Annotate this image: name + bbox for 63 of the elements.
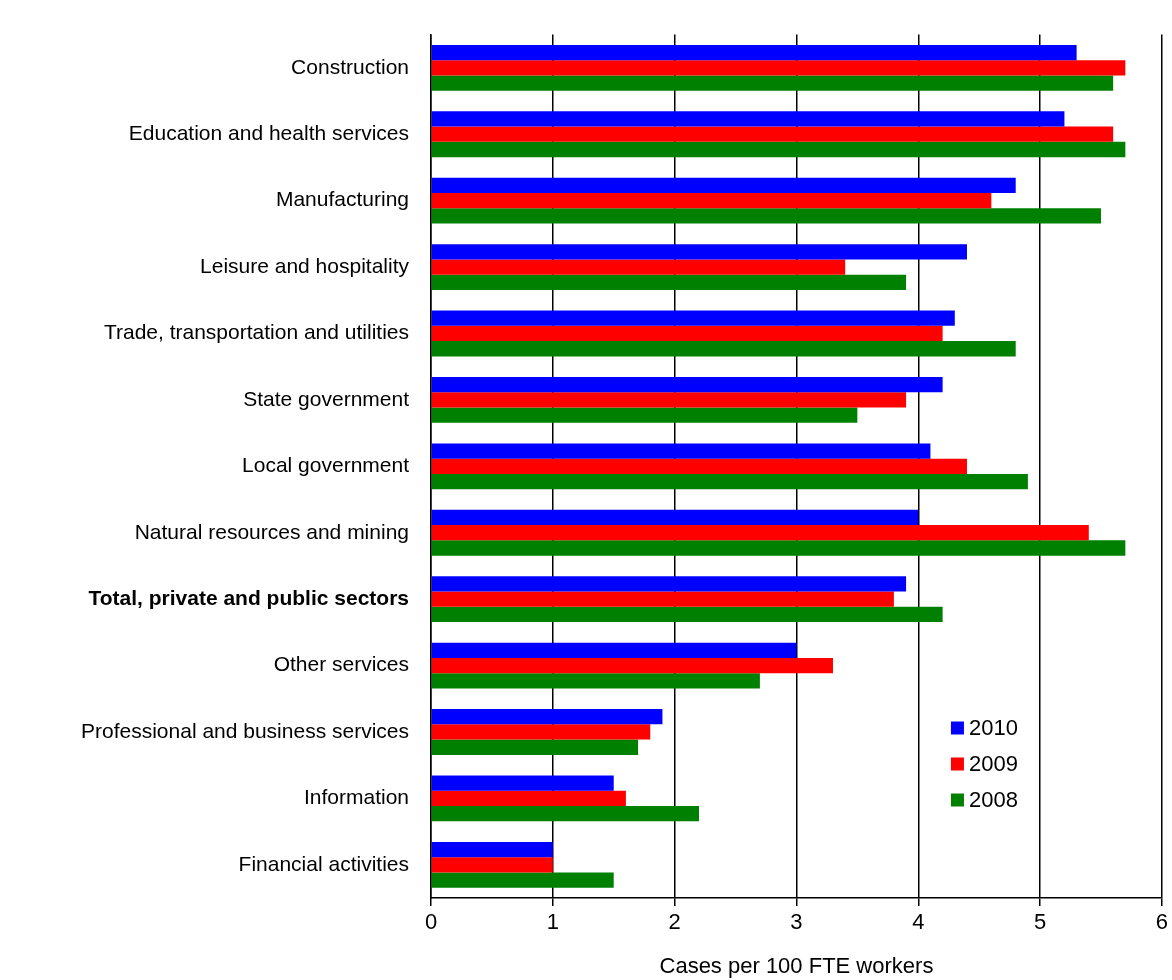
y-tick-label: Leisure and hospitality — [200, 253, 410, 277]
bar — [431, 141, 1126, 158]
y-tick-label: Financial activities — [238, 851, 409, 875]
y-tick-label: Manufacturing — [275, 187, 409, 211]
bar — [431, 259, 846, 275]
x-tick-label: 3 — [790, 909, 803, 935]
bar — [431, 591, 894, 607]
bar — [431, 310, 955, 326]
bar — [431, 126, 1114, 142]
bar — [431, 244, 967, 260]
bar — [431, 709, 663, 725]
x-tick-label: 2 — [668, 909, 681, 935]
y-tick-label: Other services — [273, 652, 409, 676]
bar — [431, 739, 639, 755]
y-tick-label: Natural resources and mining — [134, 519, 409, 543]
bar — [431, 75, 1114, 91]
bar — [431, 458, 967, 474]
bar — [431, 473, 1028, 490]
x-tick-label: 0 — [424, 909, 438, 935]
legend-label: 2008 — [968, 787, 1018, 813]
bar — [431, 341, 1016, 357]
bar — [431, 509, 919, 526]
x-tick-label: 6 — [1155, 909, 1169, 935]
bar — [431, 177, 1016, 193]
x-tick-label: 5 — [1033, 909, 1047, 935]
y-tick-label: Construction — [291, 54, 409, 78]
bar — [431, 790, 626, 807]
bar — [431, 775, 614, 791]
bar — [431, 806, 699, 822]
bar — [431, 540, 1126, 556]
legend-label: 2009 — [968, 751, 1018, 777]
x-tick-label: 1 — [546, 909, 559, 935]
bar — [431, 576, 907, 592]
bar — [431, 724, 651, 740]
y-tick-label: Local government — [242, 453, 410, 477]
y-tick-label: Professional and business services — [80, 718, 409, 742]
x-axis-title: Cases per 100 FTE workers — [659, 952, 934, 978]
bar — [431, 606, 943, 623]
bar — [431, 657, 833, 674]
y-tick-label: Total, private and public sectors — [88, 585, 409, 609]
bar — [431, 525, 1089, 541]
y-tick-label: State government — [243, 386, 410, 410]
bar — [431, 274, 907, 290]
bar — [431, 407, 858, 423]
bar — [431, 642, 797, 658]
bar — [431, 44, 1077, 61]
bar — [431, 193, 992, 209]
legend-label: 2010 — [968, 715, 1018, 741]
bar — [431, 857, 553, 873]
y-tick-label: Trade, transportation and utilities — [103, 320, 409, 344]
bar — [431, 208, 1101, 224]
bar — [431, 872, 614, 888]
y-tick-label: Education and health services — [128, 121, 409, 145]
bar — [431, 841, 553, 858]
x-tick-label: 4 — [912, 909, 925, 935]
bar — [431, 376, 943, 393]
bar — [431, 673, 760, 689]
bar — [431, 325, 943, 342]
y-tick-label: Information — [303, 785, 409, 809]
bar — [431, 392, 907, 408]
bar — [431, 111, 1065, 127]
bar — [431, 443, 931, 459]
bar — [431, 60, 1126, 76]
